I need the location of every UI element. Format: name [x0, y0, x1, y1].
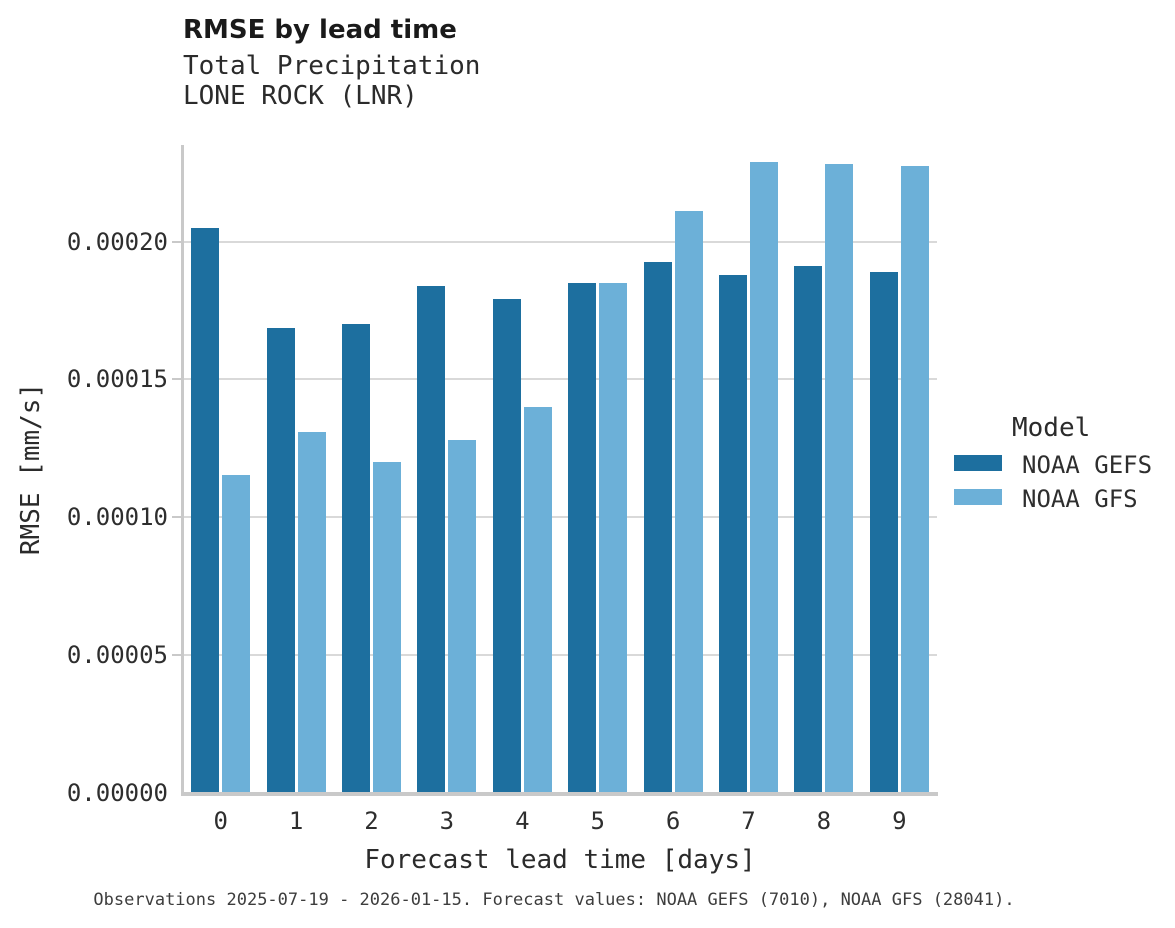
bar-noaa-gfs-day-6 — [674, 211, 703, 793]
bar-noaa-gefs-day-8 — [794, 266, 823, 793]
legend-title: Model — [1012, 413, 1091, 443]
bar-noaa-gefs-day-0 — [191, 227, 220, 793]
bar-noaa-gefs-day-7 — [719, 274, 747, 793]
y-tick-label: 0.00010 — [66, 503, 168, 532]
x-tick-label: 1 — [288, 807, 304, 835]
legend-label-noaa-gfs: NOAA GFS — [1022, 485, 1138, 513]
bar-noaa-gefs-day-4 — [492, 299, 521, 793]
x-axis-spine — [181, 792, 938, 796]
gridline — [183, 654, 937, 657]
x-tick-label: 4 — [515, 807, 530, 835]
bar-noaa-gfs-day-1 — [297, 431, 326, 793]
chart-title: RMSE by lead time — [183, 15, 457, 45]
chart-subtitle-variable: Total Precipitation — [183, 51, 481, 81]
y-tick-mark — [172, 378, 181, 381]
plot-area — [172, 145, 938, 796]
legend-label-noaa-gefs: NOAA GEFS — [1022, 451, 1153, 479]
bar-noaa-gefs-day-1 — [266, 328, 295, 793]
legend-swatch-noaa-gefs — [954, 455, 1002, 471]
y-tick-label: 0.00005 — [66, 641, 168, 670]
legend-swatch-noaa-gfs — [954, 489, 1002, 505]
y-tick-mark — [172, 516, 181, 519]
y-tick-mark — [172, 654, 181, 657]
x-tick-label: 6 — [665, 807, 681, 835]
x-tick-label: 9 — [892, 807, 907, 835]
bar-noaa-gfs-day-3 — [448, 440, 477, 793]
chart-subtitle-station: LONE ROCK (LNR) — [183, 81, 418, 111]
gridline — [183, 378, 937, 381]
bar-noaa-gefs-day-2 — [342, 324, 370, 793]
x-tick-label: 2 — [364, 807, 379, 835]
y-tick-label: 0.00015 — [66, 365, 168, 394]
bar-noaa-gefs-day-3 — [417, 285, 446, 793]
caption-text: Observations 2025-07-19 - 2026-01-15. Fo… — [93, 890, 1015, 910]
bar-noaa-gefs-day-9 — [869, 271, 898, 793]
bar-noaa-gfs-day-8 — [825, 164, 854, 793]
gridline — [183, 240, 937, 243]
x-tick-label: 5 — [590, 807, 605, 835]
x-tick-label: 3 — [439, 807, 455, 835]
bar-noaa-gfs-day-4 — [523, 406, 552, 793]
bar-noaa-gfs-day-5 — [599, 282, 628, 793]
bar-noaa-gfs-day-9 — [900, 165, 929, 793]
x-axis-title: Forecast lead time [days] — [364, 845, 756, 875]
bar-noaa-gefs-day-6 — [643, 262, 672, 793]
bar-noaa-gfs-day-0 — [222, 474, 251, 793]
x-tick-label: 0 — [213, 807, 228, 835]
x-tick-label: 7 — [741, 807, 756, 835]
x-tick-label: 8 — [816, 807, 832, 835]
y-axis-spine — [181, 145, 184, 796]
bar-noaa-gfs-day-7 — [750, 161, 778, 793]
gridline — [183, 516, 937, 519]
y-tick-label: 0.00020 — [66, 227, 168, 256]
y-tick-mark — [172, 240, 181, 243]
bar-noaa-gfs-day-2 — [373, 462, 401, 793]
bar-noaa-gefs-day-5 — [568, 282, 597, 793]
y-tick-label: 0.00000 — [66, 779, 168, 807]
